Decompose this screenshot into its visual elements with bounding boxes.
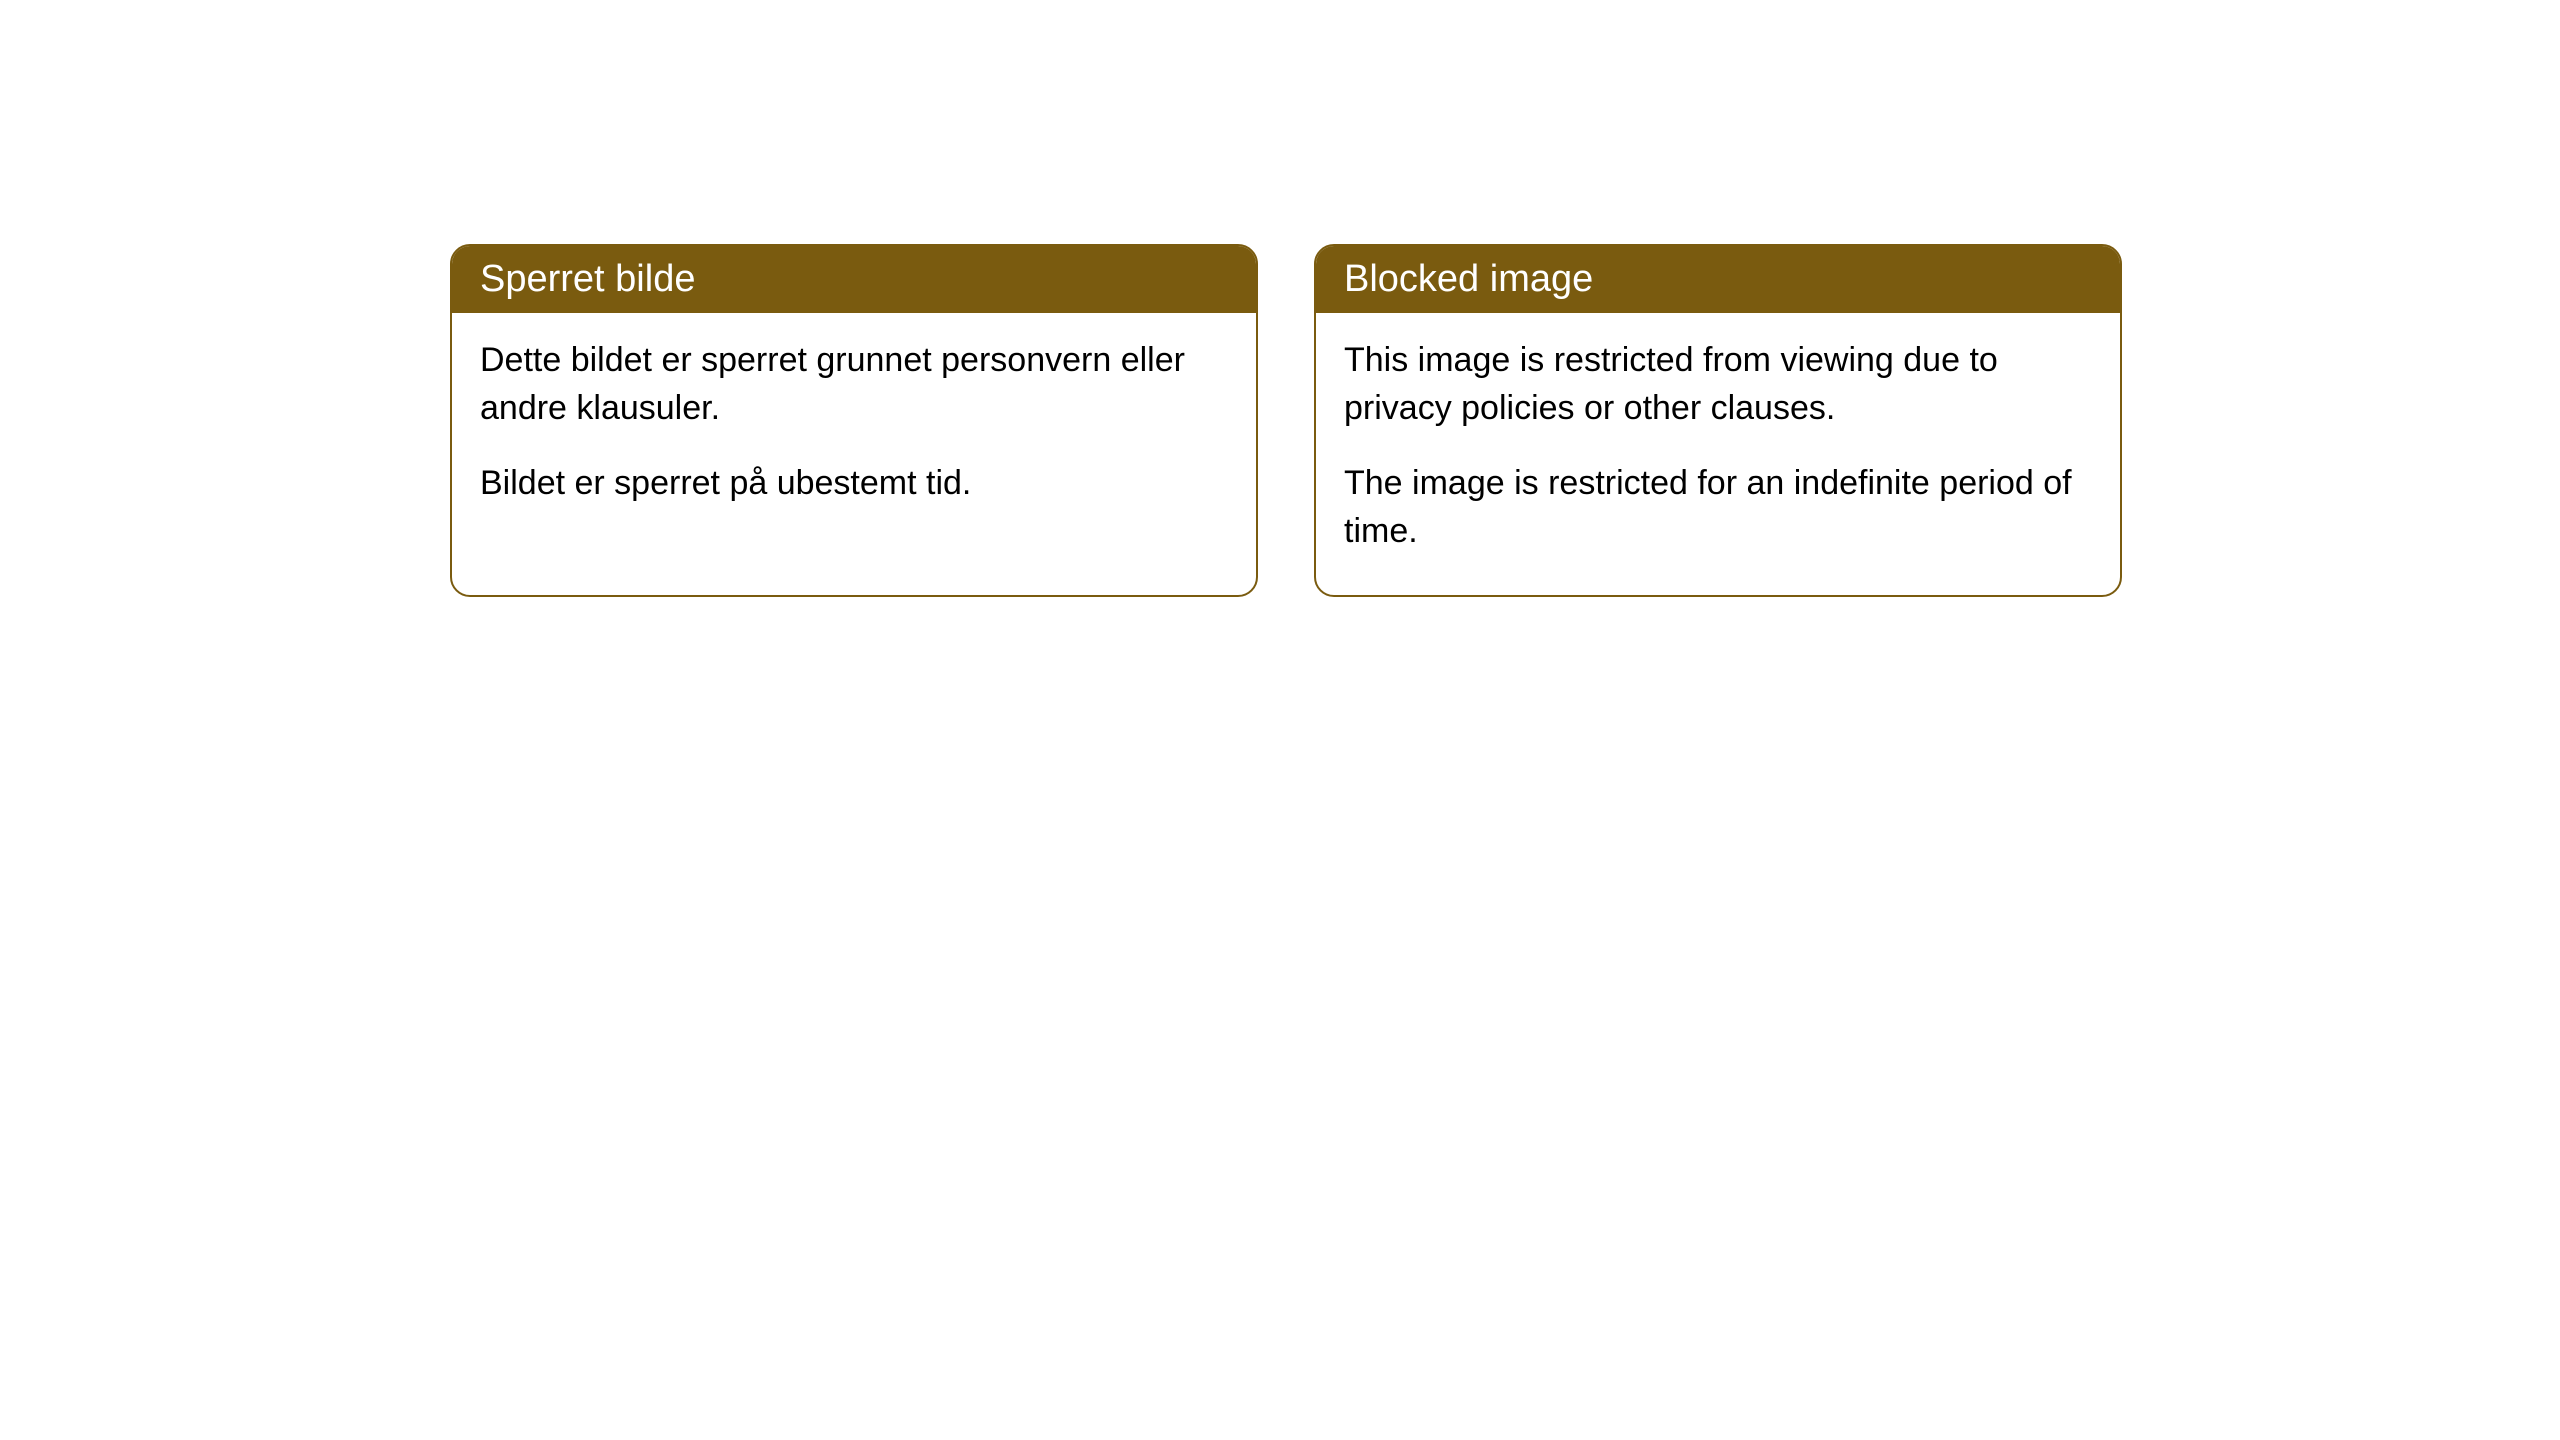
notice-card-english: Blocked image This image is restricted f… (1314, 244, 2122, 597)
card-header: Blocked image (1316, 246, 2120, 313)
card-paragraph: This image is restricted from viewing du… (1344, 337, 2092, 432)
card-body: Dette bildet er sperret grunnet personve… (452, 313, 1256, 548)
card-title: Sperret bilde (480, 258, 695, 300)
card-header: Sperret bilde (452, 246, 1256, 313)
card-title: Blocked image (1344, 258, 1593, 300)
card-paragraph: The image is restricted for an indefinit… (1344, 460, 2092, 555)
notice-container: Sperret bilde Dette bildet er sperret gr… (450, 244, 2122, 597)
card-paragraph: Dette bildet er sperret grunnet personve… (480, 337, 1228, 432)
card-body: This image is restricted from viewing du… (1316, 313, 2120, 595)
card-paragraph: Bildet er sperret på ubestemt tid. (480, 460, 1228, 508)
notice-card-norwegian: Sperret bilde Dette bildet er sperret gr… (450, 244, 1258, 597)
